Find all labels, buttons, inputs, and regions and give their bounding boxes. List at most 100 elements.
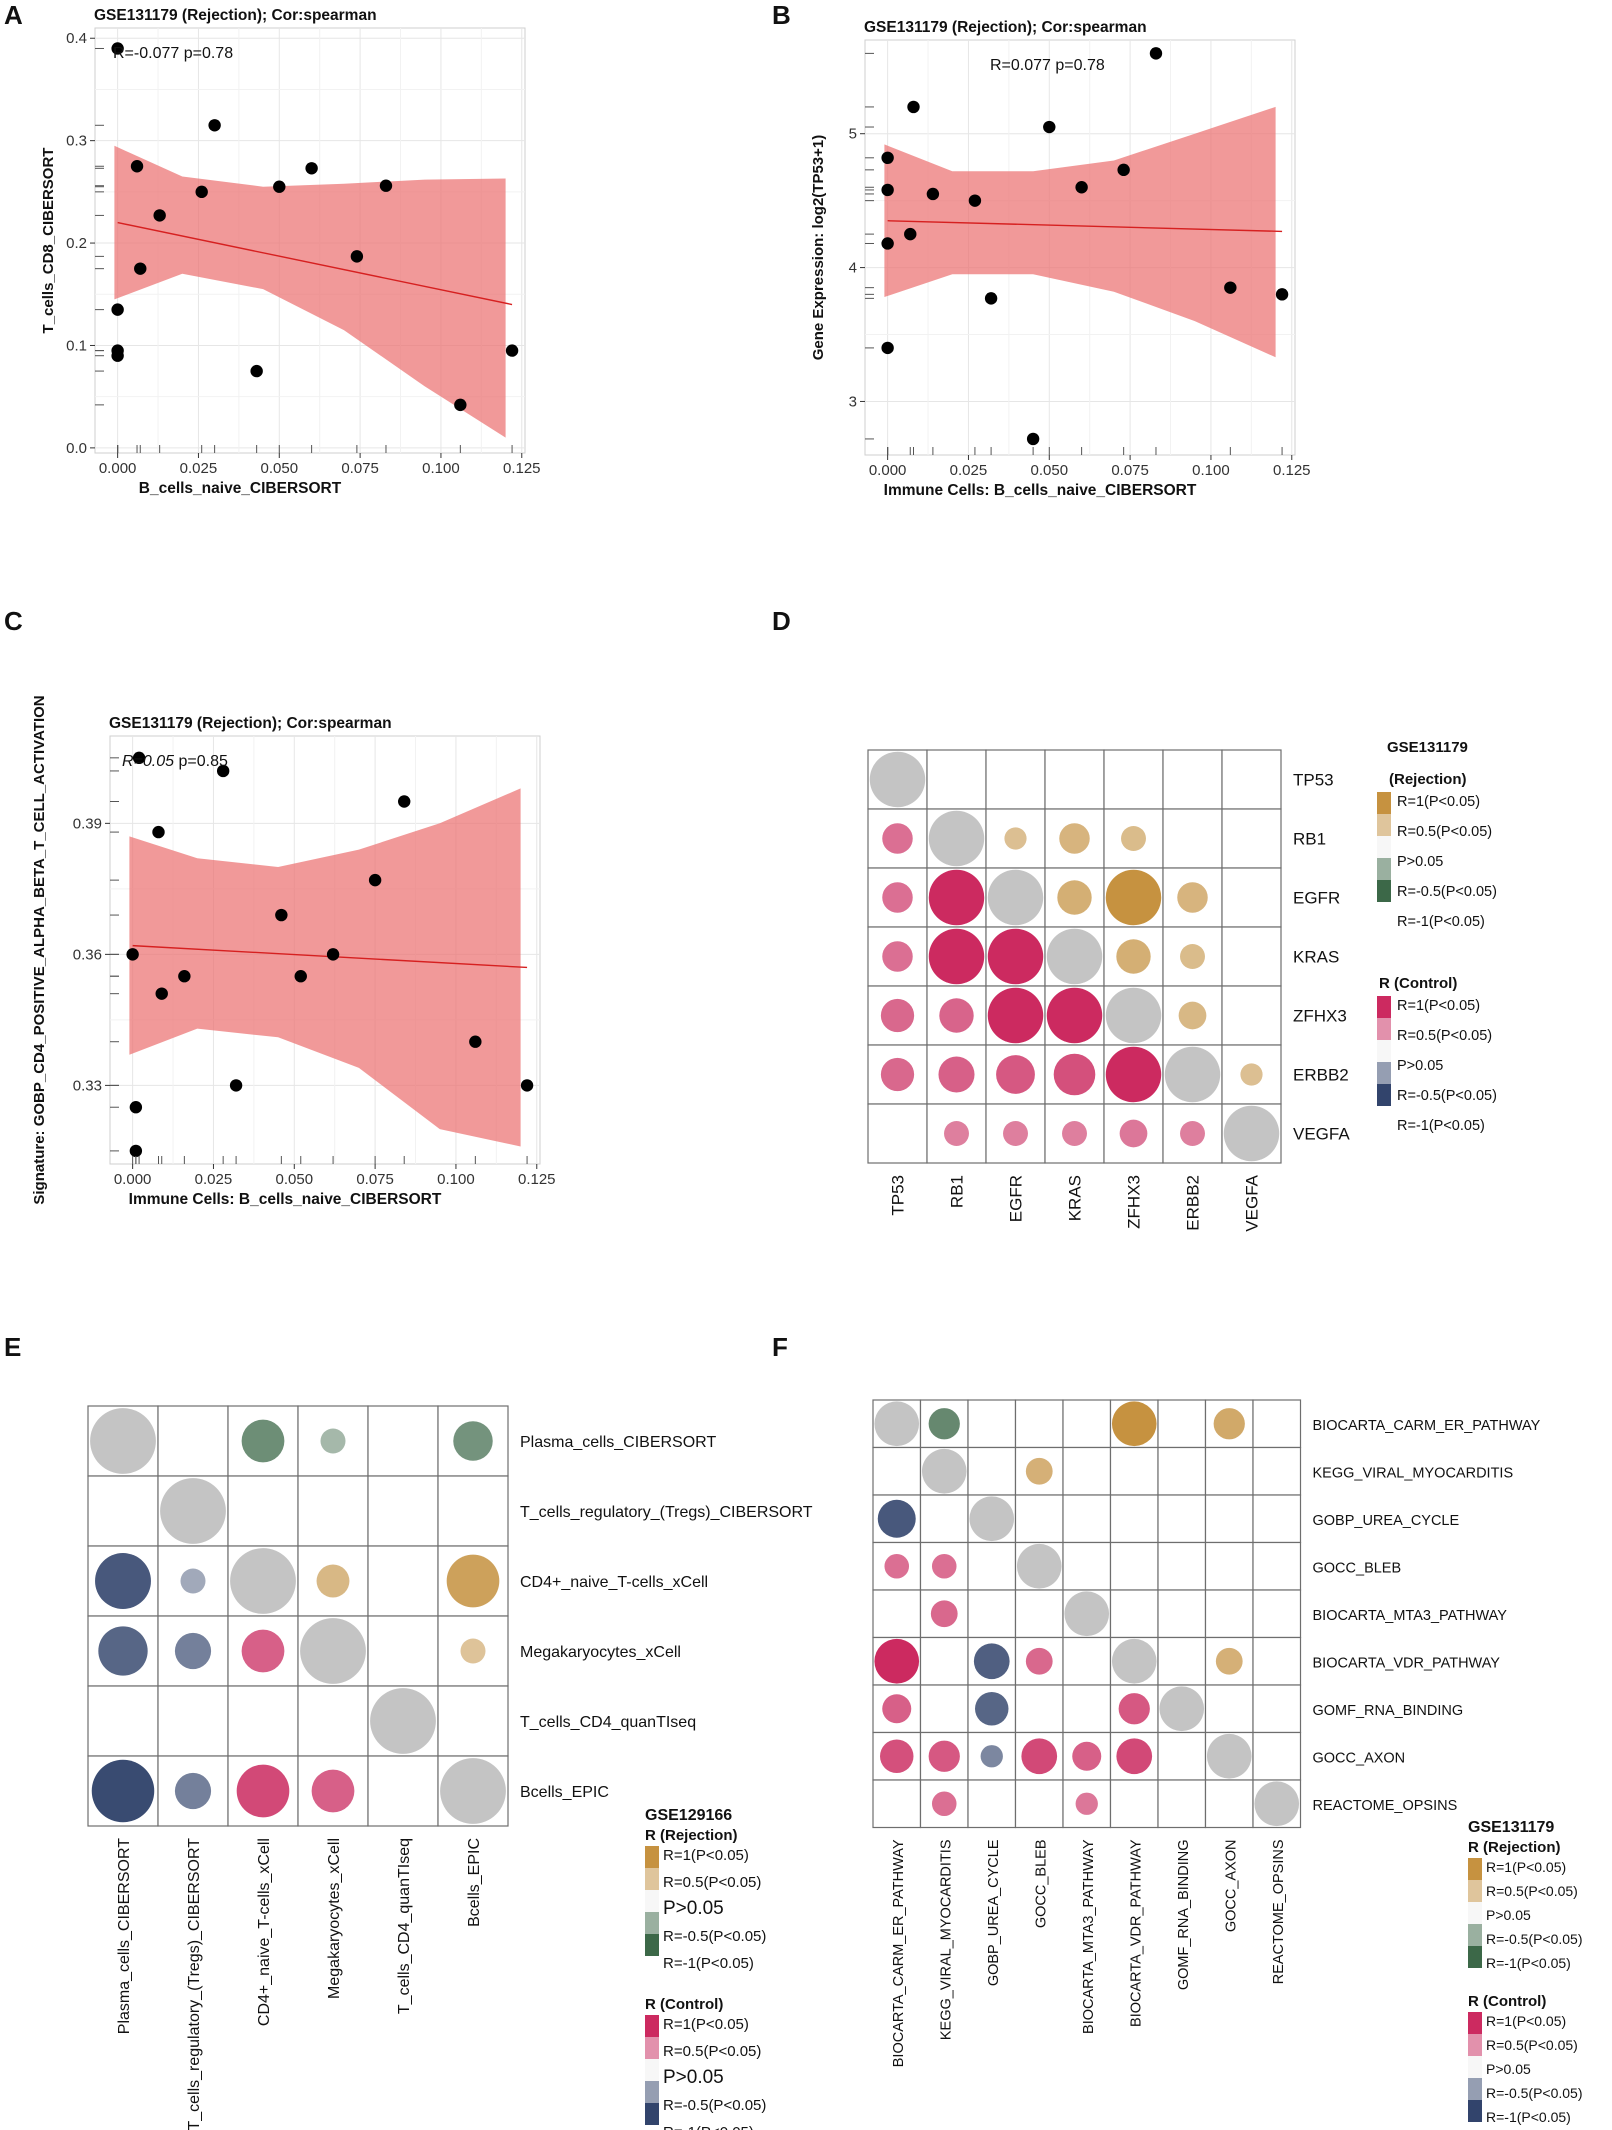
data-point	[350, 250, 364, 263]
y-tick-label: 0.3	[66, 133, 87, 150]
correlation-circle	[1180, 944, 1205, 969]
heatmap-cell	[1252, 1684, 1302, 1734]
column-label: KEGG_VIRAL_MYOCARDITIS	[938, 1840, 954, 2041]
row-label: Plasma_cells_CIBERSORT	[520, 1434, 716, 1451]
panel-letter-b: B	[772, 0, 791, 30]
legend-rejection-label: R=1(P<0.05)	[663, 1847, 749, 1864]
panel-letter-a: A	[4, 0, 23, 30]
row-label: KRAS	[1293, 948, 1339, 967]
correlation-circle	[987, 987, 1044, 1044]
correlation-circle	[160, 1478, 226, 1544]
row-label: BIOCARTA_VDR_PATHWAY	[1313, 1655, 1501, 1671]
correlation-circle	[1254, 1781, 1300, 1827]
x-tick-label: 0.125	[503, 460, 541, 477]
legend-dataset: GSE129166	[645, 1807, 732, 1824]
correlation-circle	[1004, 827, 1027, 850]
correlation-circle	[1180, 1121, 1205, 1146]
heatmap-cell	[1162, 808, 1223, 869]
correlation-circle	[1159, 1686, 1205, 1732]
correlation-circle	[1003, 1121, 1028, 1146]
heatmap-cell	[1252, 1399, 1302, 1449]
x-tick-label: 0.100	[422, 460, 460, 477]
heatmap-cell	[1109, 1494, 1159, 1544]
panel-letter-c: C	[4, 606, 23, 636]
correlation-circle	[921, 1448, 967, 1494]
legend-control-bar	[645, 2103, 659, 2125]
correlation-circle	[1116, 1738, 1153, 1775]
legend-control-bar	[645, 2015, 659, 2037]
confidence-band	[114, 145, 506, 438]
data-point	[1075, 181, 1088, 194]
correlation-heatmap-f: BIOCARTA_CARM_ER_PATHWAY KEGG_VIRAL_MYOCA…	[872, 1399, 1583, 2125]
correlation-circle	[928, 1408, 960, 1440]
correlation-circle	[1062, 1121, 1087, 1146]
data-point	[152, 825, 165, 839]
legend-rejection-label: R=-0.5(P<0.05)	[1397, 884, 1497, 900]
legend-control-bar	[1377, 996, 1391, 1018]
correlation-circle	[90, 1408, 156, 1474]
data-point	[881, 237, 894, 250]
row-label: GOCC_AXON	[1313, 1750, 1406, 1766]
column-label: GOCC_AXON	[1223, 1840, 1239, 1933]
legend-control-label: R=-0.5(P<0.05)	[1397, 1088, 1497, 1104]
legend-control-label: P>0.05	[1486, 2061, 1531, 2077]
legend-rejection-label: P>0.05	[1486, 1907, 1531, 1923]
heatmap-cell	[926, 749, 987, 810]
x-tick-label: 0.050	[276, 1171, 314, 1188]
x-tick-label: 0.125	[1273, 462, 1311, 479]
legend-rejection-label: R=-0.5(P<0.05)	[1486, 1931, 1583, 1947]
heatmap-cell	[1204, 1541, 1254, 1591]
heatmap-cell	[1062, 1636, 1112, 1686]
legend-control-bar	[1468, 2012, 1482, 2034]
legend-rejection-bar	[1468, 1880, 1482, 1902]
heatmap-cell	[872, 1589, 922, 1639]
heatmap-legend: GSE131179 R (Rejection) R=1(P<0.05) R=0.5(P…	[1468, 1819, 1583, 2125]
data-point	[1117, 163, 1130, 177]
data-point	[132, 751, 146, 765]
row-label: T_cells_regulatory_(Tregs)_CIBERSORT	[520, 1504, 813, 1521]
correlation-heatmap-d: TP53 RB1 EGFR KRAS ZFHX3 ERBB2 VEGFA TP53 RB1 EGF…	[867, 739, 1497, 1232]
x-tick-label: 0.075	[356, 1171, 394, 1188]
heatmap-cell	[157, 1405, 229, 1477]
data-point	[881, 341, 894, 355]
correlation-circle	[880, 998, 915, 1033]
legend-rejection-label: R=1(P<0.05)	[1486, 1859, 1566, 1875]
panel-letter-f: F	[772, 1332, 788, 1362]
heatmap-cell	[1204, 1494, 1254, 1544]
data-point	[178, 970, 191, 983]
correlation-circle	[1046, 928, 1103, 985]
correlation-circle	[311, 1769, 355, 1813]
heatmap-cell	[1162, 749, 1223, 810]
heatmap-cell	[297, 1475, 369, 1547]
correlation-circle	[931, 1791, 957, 1817]
heatmap-cell	[1109, 1589, 1159, 1639]
heatmap-cell	[967, 1541, 1017, 1591]
correlation-circle	[230, 1548, 296, 1614]
y-tick-label: 0.4	[66, 30, 87, 47]
heatmap-cell	[1221, 808, 1282, 869]
heatmap-cell	[1204, 1684, 1254, 1734]
heatmap-cell	[1109, 1541, 1159, 1591]
heatmap-cell	[1252, 1494, 1302, 1544]
heatmap-cell	[367, 1615, 439, 1687]
legend-rejection-label: R=0.5(P<0.05)	[1397, 824, 1492, 840]
correlation-circle	[95, 1553, 151, 1609]
regression-line	[887, 220, 1283, 233]
legend-control-label: R=0.5(P<0.05)	[663, 2043, 761, 2060]
data-point	[1149, 47, 1163, 60]
data-point	[129, 1101, 143, 1114]
correlation-circle	[880, 1057, 915, 1092]
row-label: BIOCARTA_CARM_ER_PATHWAY	[1313, 1418, 1541, 1434]
column-label: Megakaryocytes_xCell	[326, 1838, 343, 1999]
correlation-circle	[370, 1688, 436, 1754]
data-point	[130, 160, 144, 173]
y-tick-label: 0.36	[73, 946, 102, 963]
correlation-circle	[1046, 987, 1103, 1044]
correlation-circle	[241, 1629, 285, 1673]
column-label: BIOCARTA_MTA3_PATHWAY	[1081, 1839, 1097, 2034]
heatmap-cell	[1252, 1589, 1302, 1639]
heatmap-cell	[1252, 1541, 1302, 1591]
heatmap-cell	[437, 1685, 509, 1757]
correlation-circle	[882, 882, 913, 913]
heatmap-cell	[1157, 1446, 1207, 1496]
